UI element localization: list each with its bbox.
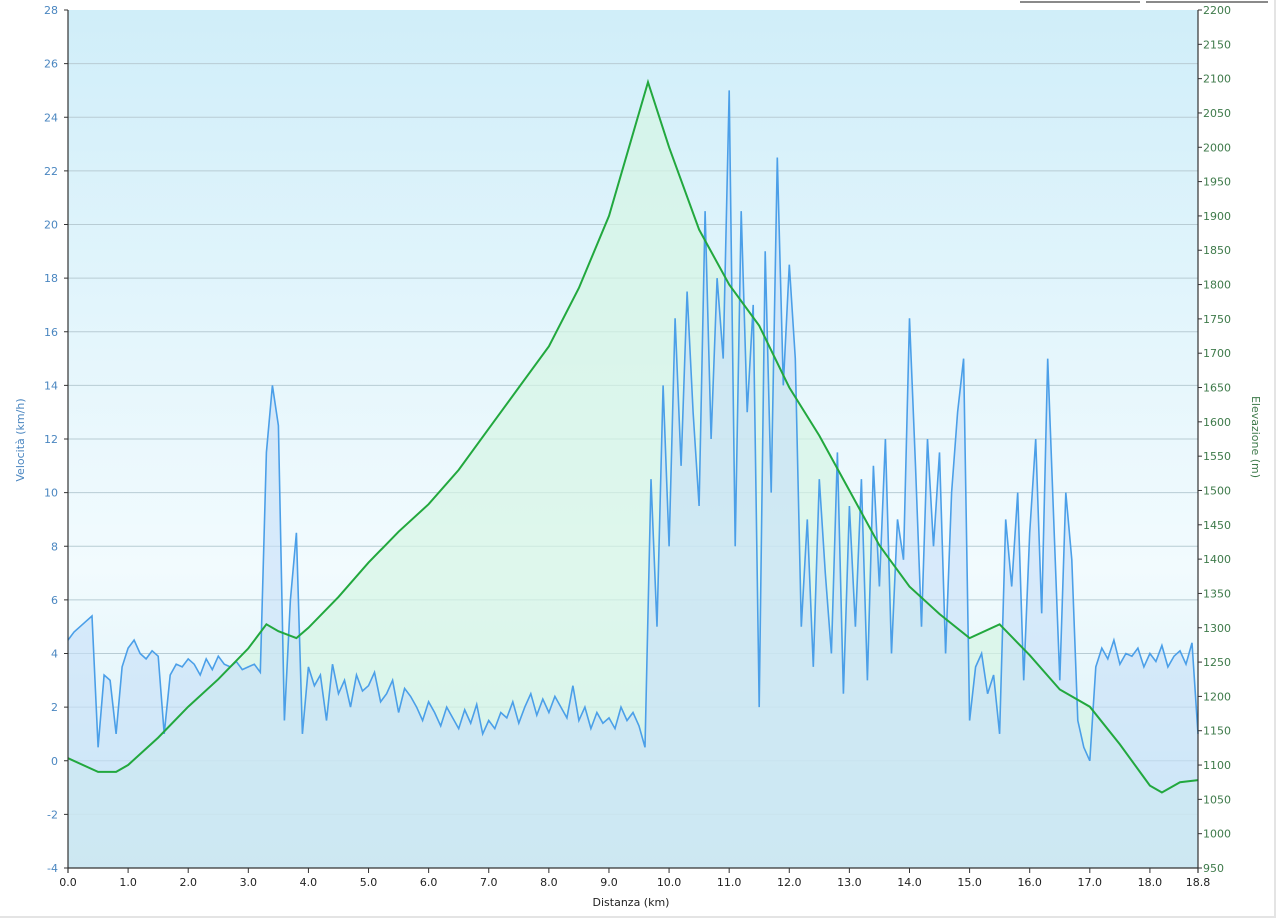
x-axis-label: Distanza (km) (593, 896, 670, 909)
left-tick-label: 10 (44, 487, 58, 500)
left-tick-label: 0 (51, 755, 58, 768)
right-axis-label: Elevazione (m) (1249, 396, 1262, 478)
right-tick-label: 1550 (1203, 450, 1231, 463)
right-tick-label: 1350 (1203, 587, 1231, 600)
right-tick-label: 1200 (1203, 690, 1231, 703)
right-tick-label: 2050 (1203, 107, 1231, 120)
elevation-line (67, 78, 1199, 794)
x-tick-label: 13.0 (837, 876, 862, 889)
left-tick-label: 18 (44, 272, 58, 285)
right-tick-label: 1400 (1203, 553, 1231, 566)
left-tick-label: 2 (51, 701, 58, 714)
x-tick-label: 18.8 (1186, 876, 1211, 889)
right-tick-label: 1850 (1203, 244, 1231, 257)
left-tick-label: 24 (44, 111, 58, 124)
left-axis-label: Velocità (km/h) (14, 398, 27, 481)
left-tick-label: 12 (44, 433, 58, 446)
x-tick-label: 9.0 (600, 876, 618, 889)
x-tick-label: 0.0 (59, 876, 77, 889)
x-tick-label: 14.0 (897, 876, 922, 889)
x-tick-label: 1.0 (119, 876, 137, 889)
left-tick-label: 8 (51, 540, 58, 553)
x-tick-label: 16.0 (1017, 876, 1042, 889)
right-tick-label: 2150 (1203, 38, 1231, 51)
right-tick-label: 1600 (1203, 416, 1231, 429)
axes: -4-2024681012141618202224262895010001050… (44, 4, 1231, 889)
x-tick-label: 6.0 (420, 876, 438, 889)
right-tick-label: 1950 (1203, 176, 1231, 189)
left-tick-label: -4 (47, 862, 58, 875)
speed-line (67, 90, 1199, 762)
left-tick-label: 6 (51, 594, 58, 607)
x-tick-label: 3.0 (240, 876, 258, 889)
right-tick-label: 1300 (1203, 622, 1231, 635)
right-tick-label: 1650 (1203, 382, 1231, 395)
right-tick-label: 2100 (1203, 73, 1231, 86)
right-tick-label: 1450 (1203, 519, 1231, 532)
right-tick-label: 1900 (1203, 210, 1231, 223)
right-tick-label: 1100 (1203, 759, 1231, 772)
left-tick-label: 14 (44, 379, 58, 392)
left-tick-label: 4 (51, 648, 58, 661)
right-tick-label: 1800 (1203, 279, 1231, 292)
right-tick-label: 2000 (1203, 141, 1231, 154)
x-tick-label: 8.0 (540, 876, 558, 889)
right-tick-label: 1150 (1203, 725, 1231, 738)
toolbar-button[interactable] (1020, 0, 1140, 3)
x-tick-label: 15.0 (957, 876, 982, 889)
x-tick-label: 18.0 (1138, 876, 1163, 889)
x-tick-label: 10.0 (657, 876, 682, 889)
x-tick-label: 5.0 (360, 876, 378, 889)
left-tick-label: 16 (44, 326, 58, 339)
x-tick-label: 7.0 (480, 876, 498, 889)
right-tick-label: 2200 (1203, 4, 1231, 17)
left-tick-label: 28 (44, 4, 58, 17)
x-tick-label: 4.0 (300, 876, 318, 889)
left-tick-label: -2 (47, 808, 58, 821)
toolbar-button[interactable] (1146, 0, 1268, 3)
speed-area (68, 90, 1198, 868)
x-tick-label: 11.0 (717, 876, 742, 889)
left-tick-label: 22 (44, 165, 58, 178)
left-tick-label: 20 (44, 219, 58, 232)
x-tick-label: 12.0 (777, 876, 802, 889)
right-tick-label: 1000 (1203, 828, 1231, 841)
right-tick-label: 1700 (1203, 347, 1231, 360)
x-tick-label: 2.0 (179, 876, 197, 889)
right-tick-label: 1500 (1203, 484, 1231, 497)
right-tick-label: 1250 (1203, 656, 1231, 669)
x-tick-label: 17.0 (1078, 876, 1103, 889)
left-tick-label: 26 (44, 58, 58, 71)
right-tick-label: 950 (1203, 862, 1224, 875)
right-tick-label: 1050 (1203, 793, 1231, 806)
right-tick-label: 1750 (1203, 313, 1231, 326)
